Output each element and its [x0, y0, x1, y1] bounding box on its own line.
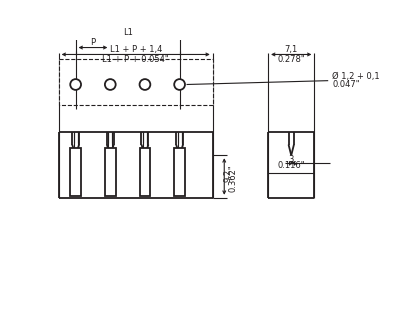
Text: L1: L1 [123, 29, 132, 38]
Text: L1 + P + 1,4: L1 + P + 1,4 [110, 45, 162, 54]
Text: 9,2: 9,2 [224, 168, 233, 182]
Text: 0.116": 0.116" [278, 161, 305, 170]
Text: 7,1: 7,1 [285, 45, 298, 54]
Circle shape [174, 79, 185, 90]
Text: 0.362": 0.362" [229, 164, 238, 192]
Text: L1 + P + 0.054": L1 + P + 0.054" [102, 54, 169, 64]
Bar [174, 148, 185, 196]
Text: 3: 3 [288, 155, 294, 164]
Bar [59, 59, 213, 105]
Text: P: P [90, 38, 96, 47]
Circle shape [140, 79, 150, 90]
Bar [105, 148, 116, 196]
Text: 0.278": 0.278" [278, 54, 305, 64]
Bar [70, 148, 81, 196]
Circle shape [70, 79, 81, 90]
Text: 0.047": 0.047" [332, 80, 360, 89]
Bar [140, 148, 150, 196]
Circle shape [105, 79, 116, 90]
Text: Ø 1,2 + 0,1: Ø 1,2 + 0,1 [332, 72, 380, 81]
